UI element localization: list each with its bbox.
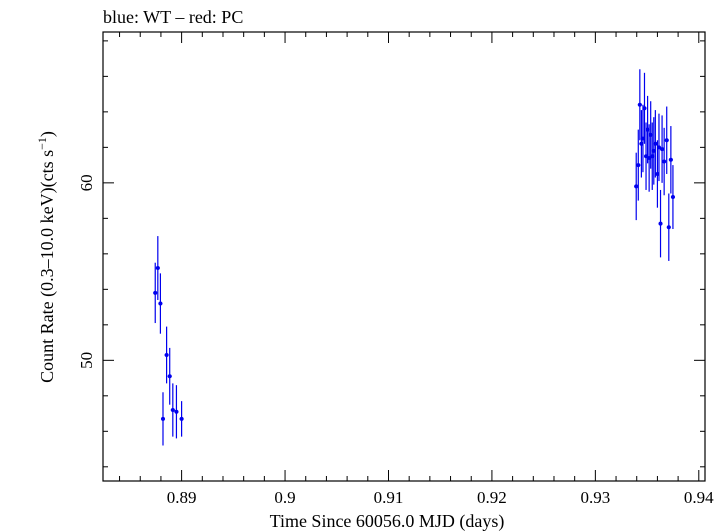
- y-axis-label: Count Rate (0.3–10.0 keV)(cts s−1): [35, 131, 58, 383]
- x-tick-label: 0.89: [167, 488, 197, 507]
- x-tick-label: 0.93: [580, 488, 610, 507]
- data-point: [167, 374, 172, 379]
- y-tick-label: 60: [77, 174, 96, 191]
- data-point: [164, 352, 169, 357]
- data-point: [637, 102, 642, 107]
- data-point: [160, 416, 165, 421]
- y-axis-label-exponent: −1: [35, 137, 49, 150]
- data-point: [174, 409, 179, 414]
- y-tick-label: 50: [77, 352, 96, 369]
- y-axis-label-main: Count Rate (0.3–10.0 keV)(cts s: [37, 150, 58, 383]
- data-point: [155, 266, 160, 271]
- data-point: [179, 416, 184, 421]
- chart-title: blue: WT – red: PC: [103, 7, 243, 27]
- data-point: [664, 138, 669, 143]
- data-point: [153, 290, 158, 295]
- x-tick-label: 0.91: [374, 488, 404, 507]
- plot-frame: [102, 31, 706, 482]
- data-point: [660, 147, 665, 152]
- data-point: [666, 225, 671, 230]
- data-point: [662, 159, 667, 164]
- data-point: [653, 141, 658, 146]
- data-point: [634, 184, 639, 189]
- x-tick-label: 0.94: [684, 488, 714, 507]
- y-axis-label-close: ): [37, 131, 58, 137]
- data-point: [668, 157, 673, 162]
- data-point: [670, 195, 675, 200]
- data-point: [658, 221, 663, 226]
- data-point: [656, 145, 661, 150]
- x-tick-label: 0.92: [477, 488, 507, 507]
- x-axis-label: Time Since 60056.0 MJD (days): [270, 511, 505, 532]
- data-point: [642, 106, 647, 111]
- data-point: [170, 408, 175, 413]
- x-tick-label: 0.9: [274, 488, 295, 507]
- data-point: [158, 301, 163, 306]
- data-points: [153, 69, 675, 446]
- axis-ticks: 0.89 0.9 0.91 0.92 0.93 0.94 50 60: [77, 32, 714, 507]
- data-point: [636, 163, 641, 168]
